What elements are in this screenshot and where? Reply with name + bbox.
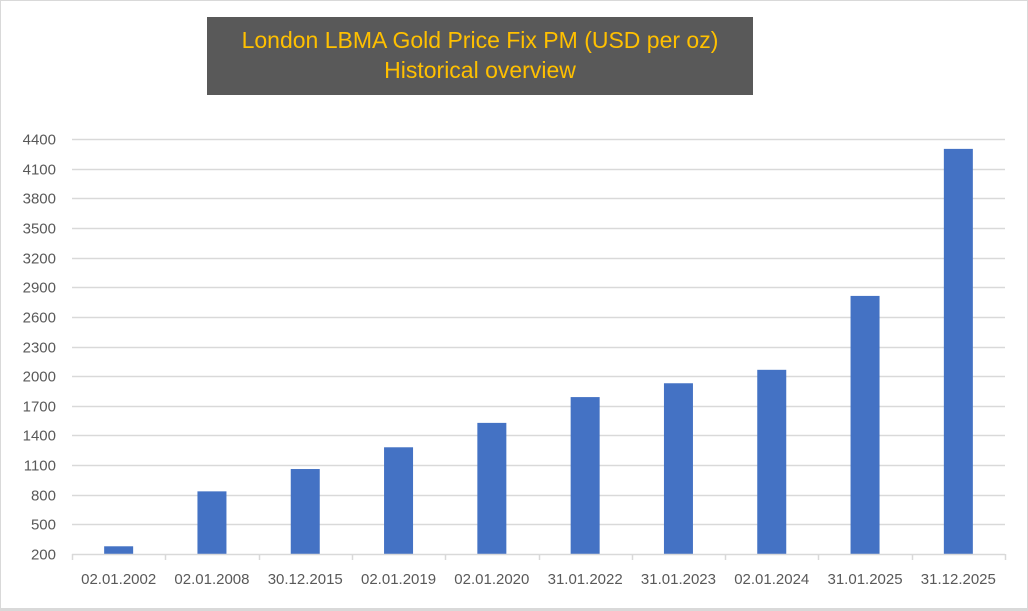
y-tick-label: 3800: [23, 191, 56, 208]
bar-31.01.2025: [850, 295, 880, 554]
y-tick-label: 500: [31, 517, 56, 534]
x-tick-label: 02.01.2024: [734, 571, 809, 588]
bar-31.12.2025: [943, 148, 973, 554]
y-tick-label: 2900: [23, 280, 56, 297]
y-tick-label: 2000: [23, 369, 56, 386]
y-tick-label: 2600: [23, 310, 56, 327]
bar-02.01.2019: [384, 447, 414, 554]
x-axis: [71, 553, 1007, 560]
y-tick-label: 3200: [23, 251, 56, 268]
y-tick-label: 4100: [23, 162, 56, 179]
bar-02.01.2024: [757, 369, 787, 554]
x-tick-label: 02.01.2020: [454, 571, 529, 588]
bar-30.12.2015: [290, 469, 320, 554]
x-tick-label: 31.01.2022: [548, 571, 623, 588]
chart-title-box: London LBMA Gold Price Fix PM (USD per o…: [207, 17, 753, 95]
gridlines: [72, 138, 1005, 526]
bar-31.01.2023: [663, 383, 693, 554]
y-tick-label: 200: [31, 547, 56, 564]
x-tick-label: 02.01.2008: [174, 571, 249, 588]
x-tick-label: 31.12.2025: [921, 571, 996, 588]
y-tick-label: 1100: [24, 458, 56, 475]
y-axis-ticks: 200 500 800 1100 1400 1700 2000 2300 2600 2900 320…: [23, 132, 56, 564]
y-tick-label: 2300: [23, 340, 56, 357]
x-tick-label: 31.01.2023: [641, 571, 716, 588]
chart-title: London LBMA Gold Price Fix PM (USD per o…: [241, 27, 719, 53]
chart-subtitle: Historical overview: [384, 57, 576, 83]
bar-02.01.2020: [477, 422, 507, 554]
y-tick-label: 4400: [23, 132, 56, 149]
bars: [104, 148, 973, 554]
x-tick-label: 31.01.2025: [828, 571, 903, 588]
y-tick-label: 1400: [23, 428, 56, 445]
x-tick-label: 30.12.2015: [268, 571, 343, 588]
bar-02.01.2002: [104, 546, 134, 554]
x-tick-label: 02.01.2002: [81, 571, 156, 588]
bar-31.01.2022: [570, 397, 600, 554]
y-tick-label: 3500: [23, 221, 56, 238]
y-tick-label: 1700: [23, 399, 56, 416]
x-tick-label: 02.01.2019: [361, 571, 436, 588]
bar-02.01.2008: [197, 491, 227, 554]
x-axis-ticks: 02.01.2002 02.01.2008 30.12.2015 02.01.2019…: [81, 571, 996, 588]
y-tick-label: 800: [31, 488, 56, 505]
